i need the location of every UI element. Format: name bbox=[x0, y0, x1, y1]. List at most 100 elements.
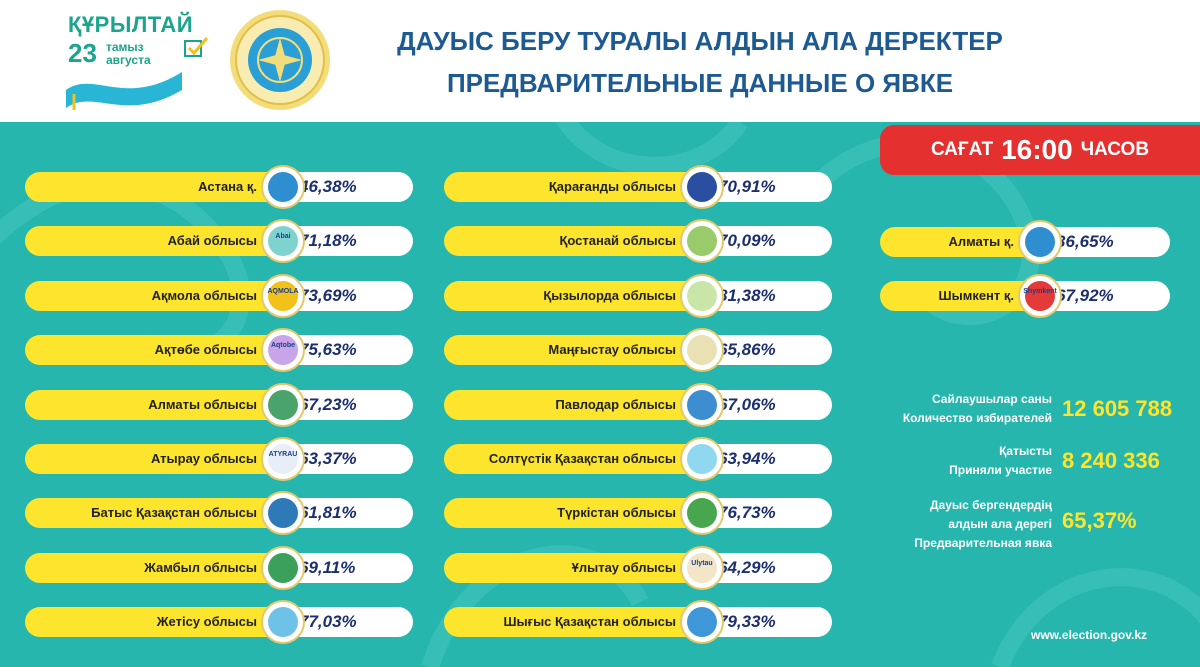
flag-ribbon-icon bbox=[66, 72, 182, 110]
region-name: Ақмола облысы bbox=[151, 287, 257, 303]
region-name-pill: Жетісу облысы bbox=[25, 607, 283, 638]
shymkent-emblem-icon: Shymkent bbox=[1018, 274, 1062, 319]
region-row: Солтүстік Қазақстан облысы 63,94% bbox=[444, 437, 832, 481]
badge-text: AQMOLA bbox=[267, 287, 299, 295]
turnout-percent: 65,86% bbox=[718, 340, 776, 360]
title-kz: ДАУЫС БЕРУ ТУРАЛЫ АЛДЫН АЛА ДЕРЕКТЕР bbox=[397, 26, 1003, 56]
time-value: 16:00 bbox=[1001, 134, 1073, 165]
mangystau-emblem-icon bbox=[680, 328, 724, 373]
turnout-value: 65,37% bbox=[1062, 508, 1137, 533]
region-name-pill: Алматы облысы bbox=[25, 389, 283, 420]
region-name: Шығыс Қазақстан облысы bbox=[503, 614, 676, 630]
turnout-percent: 63,94% bbox=[718, 449, 776, 468]
kurultai-day: 23 bbox=[68, 38, 97, 68]
badge-text: Abai bbox=[275, 233, 291, 241]
region-row: Қызылорда облысы 81,38% bbox=[444, 273, 832, 318]
badge-fill bbox=[268, 389, 298, 420]
zhambyl-emblem-icon bbox=[261, 545, 305, 590]
turnout-percent: 36,65% bbox=[1056, 232, 1114, 251]
region-name-pill: Қостанай облысы bbox=[444, 226, 702, 257]
region-name: Қарағанды облысы bbox=[548, 179, 676, 194]
turnout-percent: 67,92% bbox=[1056, 286, 1114, 306]
region-name-pill: Астана қ. bbox=[25, 172, 283, 202]
region-name: Жамбыл облысы bbox=[144, 559, 257, 575]
region-name: Алматы облысы bbox=[148, 396, 257, 412]
badge-fill bbox=[1025, 281, 1055, 312]
badge-text: Ulytau bbox=[691, 559, 713, 567]
astana-emblem-icon bbox=[261, 165, 305, 209]
turnout-label-kz1: Дауыс бергендердің bbox=[929, 498, 1052, 512]
badge-fill bbox=[1025, 227, 1055, 257]
turnout-percent: 79,33% bbox=[718, 612, 776, 632]
region-row: Абай облысы 71,18% Abai bbox=[25, 219, 413, 264]
turnout-box: 81,38% bbox=[702, 280, 832, 311]
kurultai-month-ru: августа bbox=[106, 53, 151, 67]
kostanay-emblem-icon bbox=[680, 219, 724, 264]
badge-text: Shymkent bbox=[1023, 288, 1057, 296]
atyrau-emblem-icon: ATYRAU bbox=[261, 437, 305, 481]
region-name-pill: Жамбыл облысы bbox=[25, 552, 283, 583]
almaty-city-emblem-icon bbox=[1018, 220, 1062, 264]
region-name-pill: Батыс Қазақстан облысы bbox=[25, 498, 283, 529]
region-row: Астана қ. 46,38% bbox=[25, 165, 413, 209]
region-name-pill: Ұлытау облысы bbox=[444, 552, 702, 583]
badge-fill bbox=[687, 389, 717, 420]
title-ru: ПРЕДВАРИТЕЛЬНЫЕ ДАННЫЕ О ЯВКЕ bbox=[446, 68, 954, 98]
region-name: Жетісу облысы bbox=[156, 614, 257, 630]
almaty-region-emblem-icon bbox=[261, 382, 305, 427]
turnout-box: 75,63% bbox=[283, 335, 413, 366]
region-name-pill: Ақтөбе облысы bbox=[25, 335, 283, 366]
region-name: Шымкент қ. bbox=[938, 288, 1014, 304]
turnout-percent: 81,38% bbox=[718, 285, 776, 305]
region-row: Қостанай облысы 70,09% bbox=[444, 219, 832, 264]
north-kazakhstan-emblem-icon bbox=[680, 437, 724, 481]
region-name: Астана қ. bbox=[198, 179, 257, 194]
turnout-box: 76,73% bbox=[702, 498, 832, 529]
abai-emblem-icon: Abai bbox=[261, 219, 305, 264]
region-row: Павлодар облысы 67,06% bbox=[444, 382, 832, 427]
turkistan-emblem-icon bbox=[680, 491, 724, 536]
region-name-pill: Солтүстік Қазақстан облысы bbox=[444, 444, 702, 474]
turnout-percent: 71,18% bbox=[299, 231, 357, 251]
region-name: Павлодар облысы bbox=[555, 396, 676, 412]
website-link[interactable]: www.election.gov.kz bbox=[1031, 628, 1148, 642]
region-row: Түркістан облысы 76,73% bbox=[444, 491, 832, 536]
badge-fill bbox=[687, 335, 717, 366]
region-row: Алматы облысы 67,23% bbox=[25, 382, 413, 427]
region-name-pill: Ақмола облысы bbox=[25, 280, 283, 311]
kurultai-logo: ҚҰРЫЛТАЙ 23 тамыз августа bbox=[38, 8, 208, 113]
turnout-percent: 61,81% bbox=[299, 503, 357, 523]
ulytau-emblem-icon: Ulytau bbox=[680, 545, 724, 590]
region-name-pill: Атырау облысы bbox=[25, 444, 283, 474]
region-name-pill: Шығыс Қазақстан облысы bbox=[444, 607, 702, 638]
region-name-pill: Павлодар облысы bbox=[444, 389, 702, 420]
badge-fill bbox=[687, 280, 717, 311]
badge-fill bbox=[687, 498, 717, 529]
region-row: Ұлытау облысы 64,29% Ulytau bbox=[444, 545, 832, 590]
akmola-emblem-icon: AQMOLA bbox=[261, 273, 305, 318]
turnout-percent: 64,29% bbox=[718, 557, 776, 577]
badge-text: Aqtobe bbox=[270, 342, 296, 350]
participated-value: 8 240 336 bbox=[1062, 448, 1160, 473]
turnout-percent: 73,69% bbox=[299, 285, 357, 305]
karaganda-emblem-icon bbox=[680, 165, 724, 209]
kurultai-month-kz: тамыз bbox=[106, 40, 144, 54]
badge-fill bbox=[687, 226, 717, 257]
region-row: Батыс Қазақстан облысы 61,81% bbox=[25, 491, 413, 536]
voters-label-ru: Количество избирателей bbox=[902, 411, 1052, 425]
turnout-label-ru: Предварительная явка bbox=[914, 536, 1052, 550]
region-name: Қызылорда облысы bbox=[543, 287, 676, 303]
voters-value: 12 605 788 bbox=[1062, 396, 1173, 421]
zhetisu-emblem-icon bbox=[261, 600, 305, 645]
region-name: Абай облысы bbox=[167, 233, 257, 249]
kurultai-word: ҚҰРЫЛТАЙ bbox=[68, 12, 194, 37]
turnout-label: Дауыс бергендердің алдын ала дерегі Пред… bbox=[860, 496, 1052, 553]
region-name-pill: Қызылорда облысы bbox=[444, 280, 702, 311]
west-kazakhstan-emblem-icon bbox=[261, 491, 305, 536]
region-row: Атырау облысы 63,37% ATYRAU bbox=[25, 437, 413, 481]
badge-fill bbox=[268, 280, 298, 311]
turnout-label-kz2: алдын ала дерегі bbox=[948, 517, 1052, 531]
participated-label-ru: Приняли участие bbox=[949, 463, 1052, 477]
turnout-percent: 70,09% bbox=[718, 231, 776, 251]
voters-label: Сайлаушылар саны Количество избирателей bbox=[860, 390, 1052, 428]
